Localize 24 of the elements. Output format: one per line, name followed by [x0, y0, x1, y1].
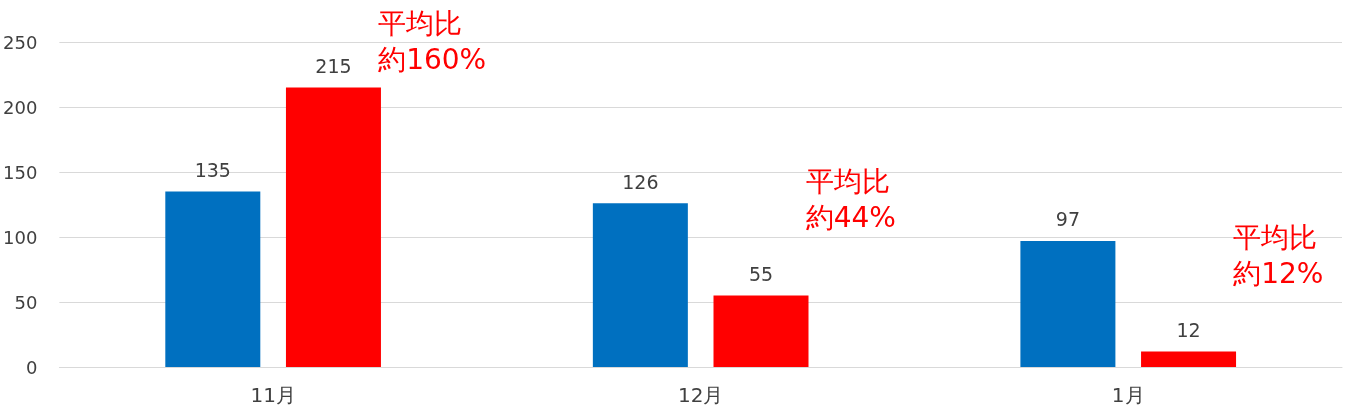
x-tick-label: 12月 — [677, 383, 724, 407]
y-tick-label: 150 — [3, 161, 38, 183]
bar — [592, 203, 688, 367]
data-label: 215 — [315, 55, 352, 77]
y-tick-label: 200 — [3, 96, 38, 118]
bar — [713, 295, 809, 367]
x-tick-label: 11月 — [250, 383, 296, 407]
annotation: 平均比約12% — [1233, 220, 1324, 290]
y-tick-label: 50 — [14, 291, 38, 313]
x-tick-label: 1月 — [1111, 383, 1145, 407]
y-tick-label: 100 — [3, 226, 38, 248]
data-label: 12 — [1176, 318, 1201, 341]
bar — [1020, 240, 1116, 367]
y-tick-label: 0 — [25, 356, 38, 378]
data-label: 135 — [194, 159, 231, 181]
bar — [165, 191, 261, 367]
annotation: 平均比約160% — [378, 6, 487, 76]
data-label: 55 — [748, 263, 774, 285]
y-tick-label: 250 — [3, 31, 38, 53]
annotation: 平均比約44% — [805, 165, 896, 234]
bar — [285, 87, 381, 367]
data-label: 97 — [1055, 208, 1080, 231]
data-label: 126 — [622, 170, 659, 193]
bar — [1141, 351, 1237, 367]
